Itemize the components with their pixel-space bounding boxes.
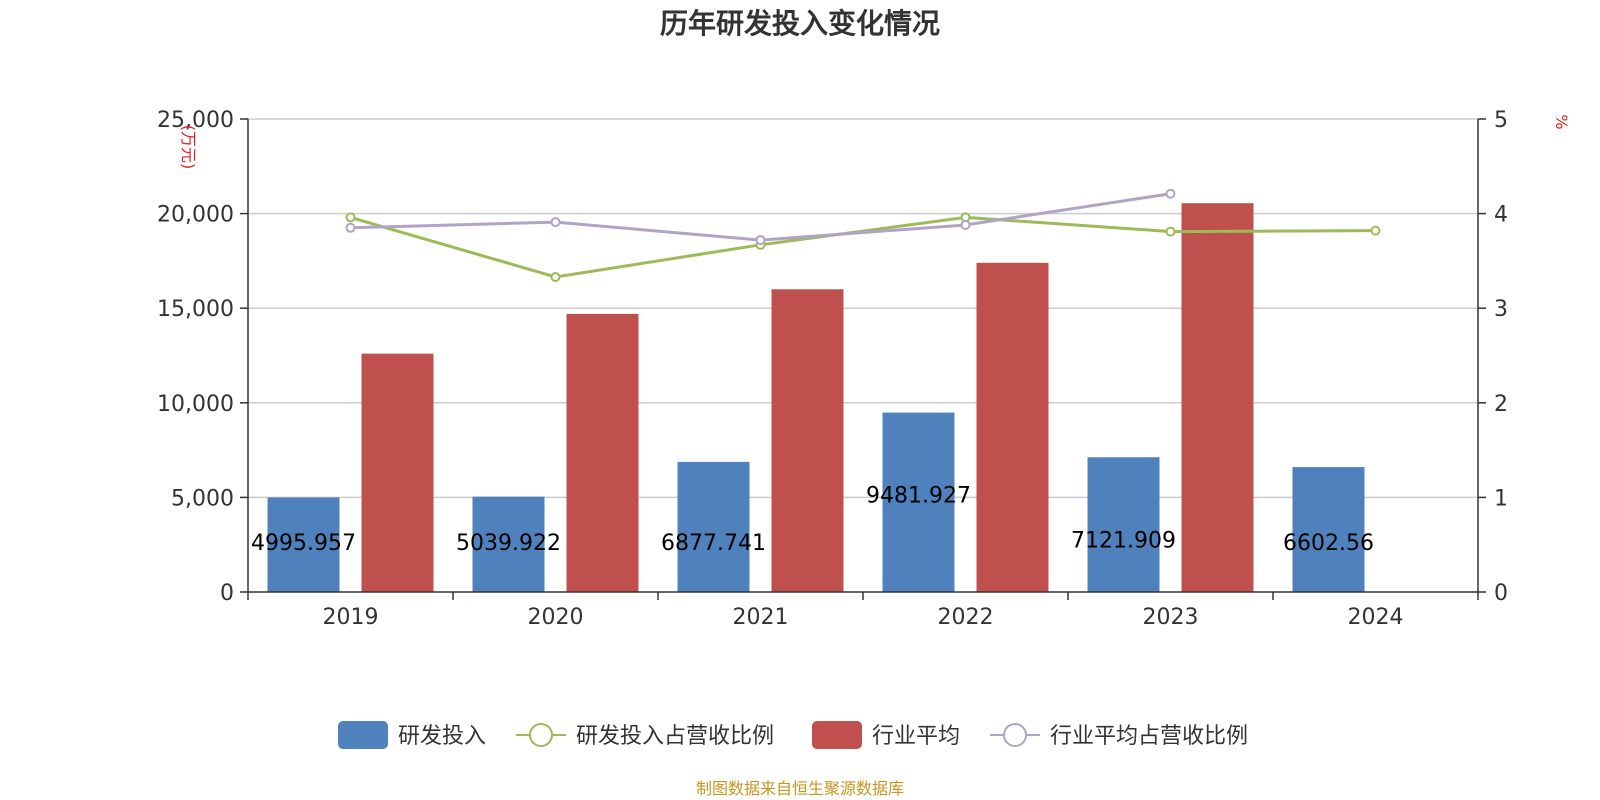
line-point [345,222,356,233]
line-point [960,219,971,230]
series-line [350,192,1171,242]
bars [267,203,1365,592]
x-tick-label: 2023 [1143,605,1199,630]
bar-industry [771,289,844,592]
left-tick-label: 25,000 [157,108,234,133]
legend-label: 研发投入占营收比例 [576,724,774,749]
bar-data-label: 6602.56 [1283,531,1374,556]
bar-data-label: 6877.741 [661,531,766,556]
bar-rd [1087,457,1160,592]
data-labels: 4995.957 5039.922 6877.741 9481.927 7121.909… [251,484,1374,556]
bar-industry [566,313,639,592]
bar-industry [976,262,1049,592]
bar-data-label: 9481.927 [866,484,971,509]
series-lines [345,188,1381,282]
x-tick-label: 2022 [938,605,994,630]
grid-lines [248,118,1478,499]
bar-data-label: 4995.957 [251,531,356,556]
line-point [1165,226,1176,237]
right-tick-label: 1 [1494,486,1508,511]
line-point [345,212,356,223]
x-tick-label: 2021 [733,605,789,630]
left-tick-label: 15,000 [157,297,234,322]
line-point [755,235,766,246]
bar-industry [361,353,434,592]
right-tick-label: 5 [1494,108,1508,133]
bar-rd [1292,467,1365,592]
bar-rd [472,496,545,592]
legend-swatch [812,721,862,749]
x-tick-label: 2019 [323,605,379,630]
right-axis-unit: % [1552,114,1571,129]
line-point [1165,188,1176,199]
left-tick-label: 0 [220,581,234,606]
bar-rd [677,461,750,592]
bar-industry [1181,203,1254,592]
line-point [1370,225,1381,236]
line-point [550,271,561,282]
bar-rd [882,412,955,592]
x-tick-label: 2024 [1348,605,1404,630]
legend: 研发投入 研发投入占营收比例 行业平均 行业平均占营收比例 [338,721,1248,749]
legend-label: 行业平均占营收比例 [1050,724,1248,749]
line-point [550,217,561,228]
legend-label: 行业平均 [872,724,960,749]
left-tick-label: 20,000 [157,203,234,228]
right-tick-label: 3 [1494,297,1508,322]
legend-marker [529,723,553,747]
x-tick-label: 2020 [528,605,584,630]
left-tick-label: 5,000 [171,486,234,511]
axes: 0 5,000 10,000 15,000 20,000 25,000 0 1 2 3 4 5 2019… [157,108,1508,630]
left-axis-unit: (万元) [179,125,198,170]
legend-marker [1003,723,1027,747]
bar-data-label: 5039.922 [456,531,561,556]
legend-swatch [338,721,388,749]
bar-rd [267,497,340,592]
left-tick-label: 10,000 [157,392,234,417]
right-tick-label: 0 [1494,581,1508,606]
legend-label: 研发投入 [398,724,486,749]
chart-title: 历年研发投入变化情况 [660,7,940,40]
source-note: 制图数据来自恒生聚源数据库 [696,779,904,798]
bar-data-label: 7121.909 [1071,528,1176,553]
right-tick-label: 2 [1494,392,1508,417]
right-tick-label: 4 [1494,203,1508,228]
